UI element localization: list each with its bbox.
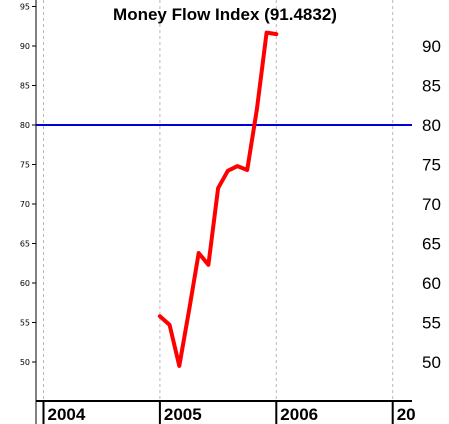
left-tick-label-80: 80 bbox=[20, 121, 30, 130]
x-tick-label-1: 2005 bbox=[164, 405, 202, 424]
left-tick-label-60: 60 bbox=[20, 279, 30, 288]
grid-lines bbox=[43, 0, 394, 400]
x-tick-label-0: 2004 bbox=[48, 405, 86, 424]
left-tick-label-55: 55 bbox=[20, 319, 30, 328]
right-tick-label-90: 90 bbox=[422, 37, 441, 56]
series-group bbox=[157, 30, 279, 368]
right-y-axis-ticks: 50 55 60 65 70 75 80 85 90 bbox=[422, 37, 441, 372]
x-tick-label-2: 2006 bbox=[280, 405, 318, 424]
right-tick-label-80: 80 bbox=[422, 116, 441, 135]
left-tick-label-50: 50 bbox=[20, 358, 30, 367]
left-tick-label-85: 85 bbox=[20, 82, 30, 91]
right-tick-label-75: 75 bbox=[422, 156, 441, 175]
left-tick-label-90: 90 bbox=[20, 42, 30, 51]
plot-area bbox=[36, 0, 412, 400]
right-tick-label-85: 85 bbox=[422, 77, 441, 96]
right-tick-label-60: 60 bbox=[422, 274, 441, 293]
right-tick-label-50: 50 bbox=[422, 353, 441, 372]
x-tick-label-3: 20 bbox=[397, 405, 416, 424]
chart-title: Money Flow Index (91.4832) bbox=[113, 5, 337, 24]
left-y-axis-ticks: 50 55 60 65 70 75 80 85 90 95 bbox=[20, 3, 36, 367]
right-tick-label-70: 70 bbox=[422, 195, 441, 214]
left-tick-label-75: 75 bbox=[20, 161, 30, 170]
left-tick-label-95: 95 bbox=[20, 3, 30, 12]
left-tick-label-65: 65 bbox=[20, 240, 30, 249]
x-axis-ticks: 2004 2005 2006 20 bbox=[42, 401, 416, 424]
left-tick-label-70: 70 bbox=[20, 200, 30, 209]
right-tick-label-65: 65 bbox=[422, 235, 441, 254]
right-tick-label-55: 55 bbox=[422, 314, 441, 333]
